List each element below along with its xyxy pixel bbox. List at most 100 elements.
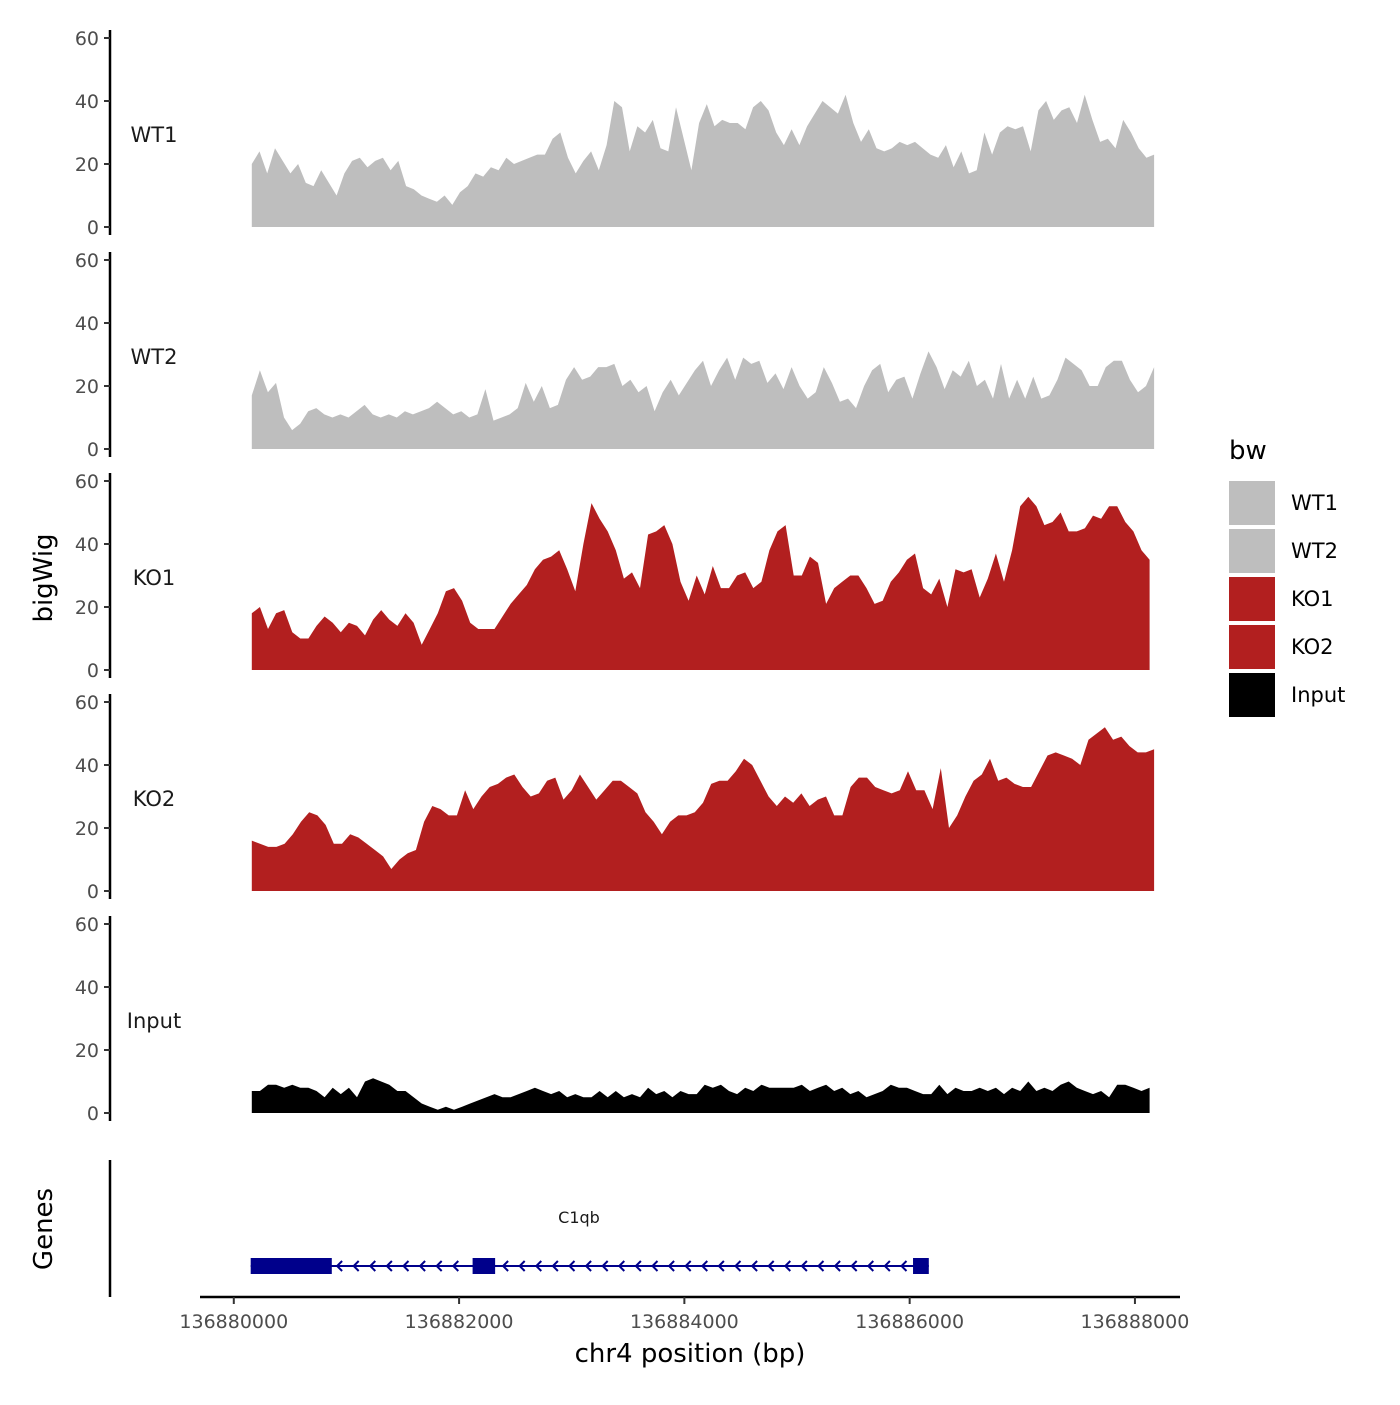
strand-arrow	[734, 1260, 742, 1272]
y-tick-label: 0	[87, 660, 99, 682]
strand-arrow	[601, 1260, 609, 1272]
strand-arrow	[335, 1260, 343, 1272]
gene-name-label: C1qb	[558, 1208, 600, 1227]
strand-arrow	[667, 1260, 675, 1272]
strand-arrow	[651, 1260, 659, 1272]
track-label: Input	[127, 1009, 181, 1033]
coverage-tracks: 0 20 40 60 WT1 0 20 40 60 WT2 0 20 40 60 KO1 0 20 40 60 KO2…	[75, 28, 1155, 1125]
legend-item-wt1: WT1	[1229, 481, 1338, 525]
strand-arrow	[883, 1260, 891, 1272]
track-area-wt1	[251, 94, 1155, 227]
strand-arrow	[833, 1260, 841, 1272]
track-label: WT1	[131, 123, 178, 147]
strand-arrow	[451, 1260, 459, 1272]
y-tick-label: 20	[75, 1040, 99, 1062]
strand-arrow	[866, 1260, 874, 1272]
y-axis-title: bigWig	[29, 533, 59, 622]
track-input: 0 20 40 60 Input	[75, 914, 1150, 1125]
strand-arrow	[352, 1260, 360, 1272]
legend-label: KO1	[1291, 587, 1334, 611]
gene-c1qb: C1qb	[250, 1208, 929, 1274]
y-tick-label: 20	[75, 597, 99, 619]
y-tick-label: 40	[75, 91, 99, 113]
gene-track-title: Genes	[29, 1188, 59, 1270]
legend-label: WT2	[1291, 539, 1338, 563]
gene-exon	[472, 1258, 496, 1274]
y-tick-label: 60	[75, 692, 99, 714]
legend-item-ko2: KO2	[1229, 625, 1334, 669]
strand-arrow	[617, 1260, 625, 1272]
x-tick-label: 136884000	[630, 1311, 739, 1333]
legend: bw WT1 WT2 KO1 KO2 Input	[1229, 436, 1345, 717]
y-tick-label: 20	[75, 818, 99, 840]
legend-item-input: Input	[1229, 673, 1345, 717]
track-label: WT2	[131, 345, 178, 369]
strand-arrow	[817, 1260, 825, 1272]
strand-arrow	[534, 1260, 542, 1272]
y-tick-label: 40	[75, 755, 99, 777]
legend-label: Input	[1291, 683, 1345, 707]
strand-arrow	[368, 1260, 376, 1272]
x-tick-label: 136882000	[405, 1311, 514, 1333]
strand-arrow	[634, 1260, 642, 1272]
y-tick-label: 20	[75, 376, 99, 398]
y-tick-label: 60	[75, 250, 99, 272]
gene-exon	[250, 1258, 332, 1274]
y-tick-label: 20	[75, 154, 99, 176]
strand-arrow	[850, 1260, 858, 1272]
strand-arrow	[385, 1260, 393, 1272]
legend-swatch	[1229, 481, 1275, 525]
legend-label: KO2	[1291, 635, 1334, 659]
x-axis: 136880000 136882000 136884000 136886000 1368…	[179, 1295, 1190, 1333]
strand-arrow	[767, 1260, 775, 1272]
legend-swatch	[1229, 673, 1275, 717]
y-tick-label: 0	[87, 1103, 99, 1125]
track-label: KO1	[133, 566, 176, 590]
y-tick-label: 60	[75, 28, 99, 50]
strand-arrow	[750, 1260, 758, 1272]
strand-arrow	[684, 1260, 692, 1272]
legend-swatch	[1229, 577, 1275, 621]
x-axis-title: chr4 position (bp)	[575, 1339, 806, 1369]
legend-swatch	[1229, 625, 1275, 669]
legend-item-wt2: WT2	[1229, 529, 1338, 573]
y-tick-label: 40	[75, 313, 99, 335]
strand-arrow	[568, 1260, 576, 1272]
legend-title: bw	[1229, 436, 1267, 466]
strand-arrow	[584, 1260, 592, 1272]
strand-arrow	[800, 1260, 808, 1272]
strand-arrow	[402, 1260, 410, 1272]
gene-exon	[913, 1258, 929, 1274]
track-label: KO2	[133, 787, 176, 811]
y-tick-label: 0	[87, 881, 99, 903]
legend-label: WT1	[1291, 491, 1338, 515]
track-area-ko1	[251, 496, 1150, 670]
y-tick-label: 0	[87, 217, 99, 239]
legend-item-ko1: KO1	[1229, 577, 1334, 621]
x-tick-label: 136888000	[1081, 1311, 1190, 1333]
track-area-wt2	[251, 351, 1155, 449]
x-tick-label: 136880000	[179, 1311, 288, 1333]
track-wt1: 0 20 40 60 WT1	[75, 28, 1155, 239]
y-tick-label: 40	[75, 977, 99, 999]
track-wt2: 0 20 40 60 WT2	[75, 250, 1155, 461]
strand-arrow	[551, 1260, 559, 1272]
y-tick-label: 40	[75, 534, 99, 556]
x-tick-label: 136886000	[855, 1311, 964, 1333]
track-area-ko2	[251, 727, 1155, 891]
strand-arrow	[435, 1260, 443, 1272]
legend-swatch	[1229, 529, 1275, 573]
strand-arrow	[700, 1260, 708, 1272]
strand-arrow	[418, 1260, 426, 1272]
track-area-input	[251, 1078, 1150, 1113]
strand-arrow	[501, 1260, 509, 1272]
strand-arrow	[900, 1260, 908, 1272]
strand-arrow	[783, 1260, 791, 1272]
strand-arrow	[518, 1260, 526, 1272]
y-tick-label: 60	[75, 471, 99, 493]
gene-track: Genes C1qb	[29, 1160, 929, 1297]
y-tick-label: 0	[87, 439, 99, 461]
strand-arrow	[717, 1260, 725, 1272]
